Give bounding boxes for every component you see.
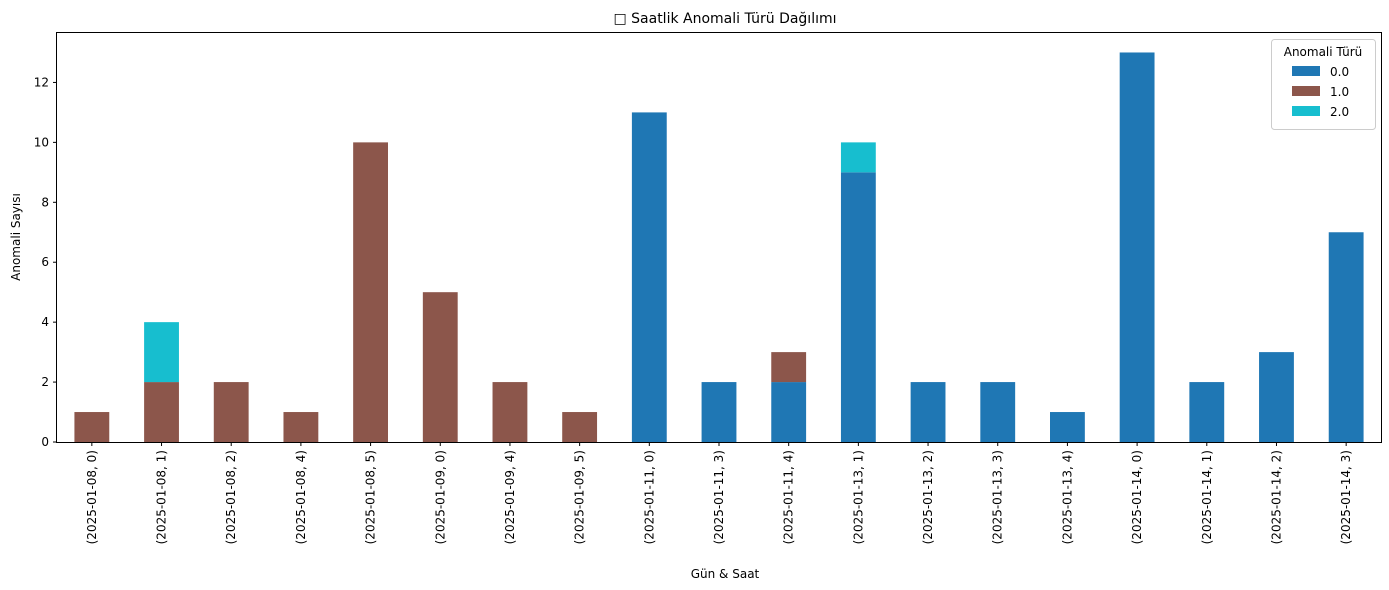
bar-segment-11-series-0 (840, 172, 876, 443)
x-tick-label-2: (2025-01-08, 2) (224, 450, 238, 544)
bar-segment-8-series-0 (631, 112, 667, 443)
bar-segment-10-series-0 (771, 382, 807, 442)
x-tick-label-11: (2025-01-13, 1) (851, 450, 865, 544)
bar-segment-17-series-0 (1259, 352, 1294, 442)
bar-segment-10-series-1 (771, 352, 807, 383)
y-tick-label-0: 0 (41, 435, 49, 449)
plot-frame (56, 32, 1382, 443)
legend-label-1: 1.0 (1330, 85, 1349, 99)
x-tick-label-18: (2025-01-14, 3) (1339, 450, 1353, 544)
y-tick-label-2: 4 (41, 315, 49, 329)
x-tick-label-13: (2025-01-13, 3) (991, 450, 1005, 544)
bar-segment-2-series-1 (213, 382, 249, 442)
x-axis: (2025-01-08, 0) (2025-01-08, 1) (2025-01-0… (85, 442, 1353, 544)
bar-segment-11-series-2 (840, 142, 876, 173)
bar-segment-9-series-0 (701, 382, 737, 442)
y-axis-label: Anomali Sayısı (9, 193, 23, 281)
bar-segment-0-series-1 (74, 412, 110, 442)
legend-label-0: 0.0 (1330, 65, 1349, 79)
bar-segment-15-series-0 (1119, 52, 1155, 442)
x-tick-label-1: (2025-01-08, 1) (155, 450, 169, 544)
legend-swatch-1 (1292, 86, 1320, 96)
bar-segment-1-series-2 (144, 322, 179, 383)
y-tick-label-6: 12 (34, 75, 49, 89)
x-tick-label-9: (2025-01-11, 3) (712, 450, 726, 544)
legend-label-2: 2.0 (1330, 105, 1349, 119)
x-tick-label-7: (2025-01-09, 5) (573, 450, 587, 544)
x-tick-label-4: (2025-01-08, 5) (364, 450, 378, 544)
x-tick-label-0: (2025-01-08, 0) (85, 450, 99, 544)
legend: Anomali Türü 0.0 1.0 2.0 (1271, 39, 1376, 130)
bar-segment-5-series-1 (422, 292, 458, 442)
legend-title: Anomali Türü (1284, 45, 1363, 59)
x-tick-label-14: (2025-01-13, 4) (1060, 450, 1074, 544)
x-tick-label-3: (2025-01-08, 4) (294, 450, 308, 544)
bar-segment-18-series-0 (1328, 232, 1364, 442)
bar-segment-7-series-1 (562, 412, 598, 442)
bar-segment-3-series-1 (283, 412, 319, 442)
bar-segment-4-series-1 (353, 142, 388, 442)
x-tick-label-6: (2025-01-09, 4) (503, 450, 517, 544)
chart-title: □ Saatlik Anomali Türü Dağılımı (613, 11, 836, 27)
x-tick-label-10: (2025-01-11, 4) (782, 450, 796, 544)
y-axis: 0 2 4 6 8 10 12 (34, 75, 57, 449)
bar-segment-12-series-0 (910, 382, 946, 442)
bar-segment-6-series-1 (492, 382, 528, 442)
legend-swatch-0 (1292, 66, 1320, 76)
x-tick-label-8: (2025-01-11, 0) (642, 450, 656, 544)
y-tick-label-5: 10 (34, 135, 49, 149)
y-tick-label-3: 6 (41, 255, 49, 269)
bars-group (74, 52, 1364, 443)
legend-swatch-2 (1292, 106, 1320, 116)
x-tick-label-16: (2025-01-14, 1) (1200, 450, 1214, 544)
bar-segment-1-series-1 (144, 382, 179, 442)
y-tick-label-4: 8 (41, 195, 49, 209)
bar-segment-13-series-0 (980, 382, 1016, 442)
x-tick-label-5: (2025-01-09, 0) (433, 450, 447, 544)
x-tick-label-12: (2025-01-13, 2) (921, 450, 935, 544)
x-tick-label-17: (2025-01-14, 2) (1269, 450, 1283, 544)
bar-segment-14-series-0 (1050, 412, 1085, 442)
x-axis-label: Gün & Saat (691, 567, 760, 581)
y-tick-label-1: 2 (41, 375, 49, 389)
bar-segment-16-series-0 (1189, 382, 1225, 442)
x-tick-label-15: (2025-01-14, 0) (1130, 450, 1144, 544)
